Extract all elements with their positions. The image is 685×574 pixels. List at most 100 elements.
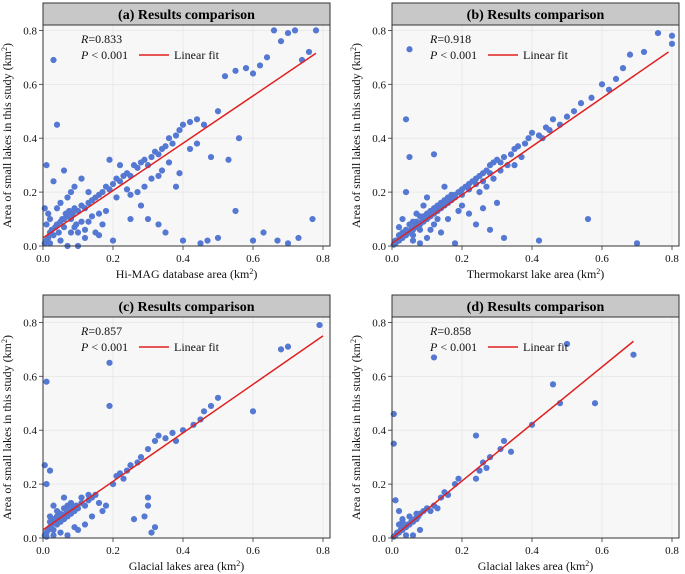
data-point (591, 400, 599, 407)
data-point (95, 232, 103, 239)
data-point (60, 215, 68, 223)
data-point (395, 507, 403, 515)
data-point (409, 532, 417, 539)
data-point (45, 234, 52, 242)
linear-fit-line (391, 51, 669, 244)
y-tick-label: 0.4 (372, 425, 386, 437)
data-point (200, 121, 208, 128)
p-value-text: P < 0.001 (80, 340, 128, 354)
data-point (441, 183, 448, 190)
data-point (106, 402, 113, 410)
data-point (409, 232, 417, 239)
y-axis-label: Area of small lakes in this study (km2) (0, 43, 14, 228)
data-point (430, 354, 438, 361)
data-point (437, 229, 445, 236)
data-point (200, 408, 208, 415)
data-point (423, 234, 431, 242)
data-point (179, 237, 187, 244)
data-point (57, 529, 64, 536)
data-point (46, 467, 54, 474)
legend-label: Linear fit (174, 48, 220, 62)
data-point (60, 167, 68, 174)
data-point (53, 121, 61, 128)
data-point (78, 218, 85, 225)
data-point (165, 135, 173, 142)
data-point (53, 205, 61, 212)
y-tick-label: 0.4 (23, 425, 37, 437)
data-point (612, 75, 620, 83)
data-point (546, 127, 553, 134)
data-point (95, 210, 103, 217)
data-point (277, 346, 285, 353)
data-point (416, 213, 424, 220)
data-point (172, 132, 180, 139)
data-point (619, 65, 627, 72)
data-point (455, 207, 462, 215)
data-point (134, 164, 141, 171)
data-point (78, 175, 85, 182)
data-point (43, 162, 50, 169)
data-point (134, 188, 141, 196)
data-point (588, 94, 595, 101)
data-point (416, 526, 424, 534)
data-point (64, 194, 71, 201)
y-tick-label: 0.0 (372, 533, 386, 545)
data-point (493, 199, 501, 206)
data-point (570, 108, 578, 115)
data-point (221, 73, 229, 80)
data-point (127, 215, 134, 223)
data-point (148, 175, 155, 182)
data-point (102, 207, 110, 215)
data-point (148, 153, 155, 161)
data-point (99, 507, 106, 515)
data-point (176, 127, 183, 134)
x-tick-label: 0.2 (106, 545, 120, 557)
data-point (50, 232, 57, 239)
data-point (116, 162, 124, 169)
data-point (176, 170, 183, 177)
data-point (490, 175, 497, 182)
data-point (69, 210, 76, 217)
data-point (409, 237, 417, 244)
data-point (458, 202, 466, 209)
x-tick-label: 0.0 (36, 545, 50, 557)
data-point (85, 218, 92, 225)
data-point (284, 343, 292, 350)
data-point (399, 215, 406, 223)
x-axis-label: Hi-MAG database area (km2) (116, 267, 258, 282)
data-point (402, 226, 410, 233)
panel-a: (a) Results comparison 0.00.0 0.2 0.2 0.4 0.4… (0, 2, 331, 282)
r-value-text: R=0.918 (429, 32, 471, 46)
y-axis-label: Area of small lakes in this study (km2) (349, 43, 364, 228)
y-tick-label: 0.6 (372, 371, 386, 383)
data-point (46, 215, 54, 223)
data-point (409, 218, 417, 225)
data-point (81, 226, 89, 233)
panel-title: (a) Results comparison (118, 8, 255, 23)
y-tick-label: 0.6 (23, 371, 37, 383)
data-point (155, 221, 162, 228)
data-point (497, 159, 504, 166)
data-point (284, 240, 292, 247)
data-point (423, 210, 431, 217)
data-point (151, 437, 159, 445)
y-tick-label: 0.8 (372, 317, 386, 329)
data-point (668, 32, 676, 39)
data-point (113, 194, 120, 201)
data-point (444, 215, 452, 223)
data-point (406, 513, 413, 520)
data-point (483, 464, 490, 472)
data-point (316, 321, 323, 329)
data-point (584, 215, 592, 223)
data-point (402, 188, 410, 196)
data-point (67, 188, 75, 196)
data-point (81, 234, 89, 242)
x-tick-label: 0.4 (176, 545, 190, 557)
data-point (312, 27, 320, 34)
plot-area (43, 25, 330, 246)
linear-fit-line (391, 340, 634, 539)
x-tick-label: 0.4 (525, 253, 539, 265)
data-point (500, 437, 508, 445)
